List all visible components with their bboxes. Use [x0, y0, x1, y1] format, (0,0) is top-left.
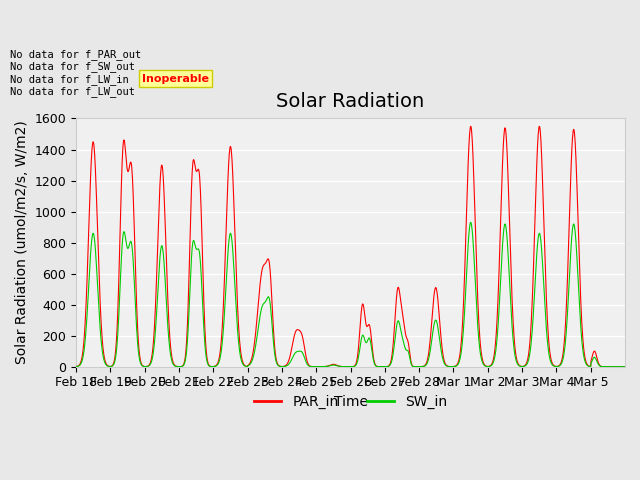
X-axis label: Time: Time [333, 395, 367, 409]
Legend: PAR_in, SW_in: PAR_in, SW_in [248, 389, 453, 414]
Text: No data for f_PAR_out
No data for f_SW_out
No data for f_LW_in
No data for f_LW_: No data for f_PAR_out No data for f_SW_o… [10, 49, 141, 97]
Text: Inoperable: Inoperable [142, 74, 209, 84]
Title: Solar Radiation: Solar Radiation [276, 92, 425, 111]
Y-axis label: Solar Radiation (umol/m2/s, W/m2): Solar Radiation (umol/m2/s, W/m2) [15, 120, 29, 364]
